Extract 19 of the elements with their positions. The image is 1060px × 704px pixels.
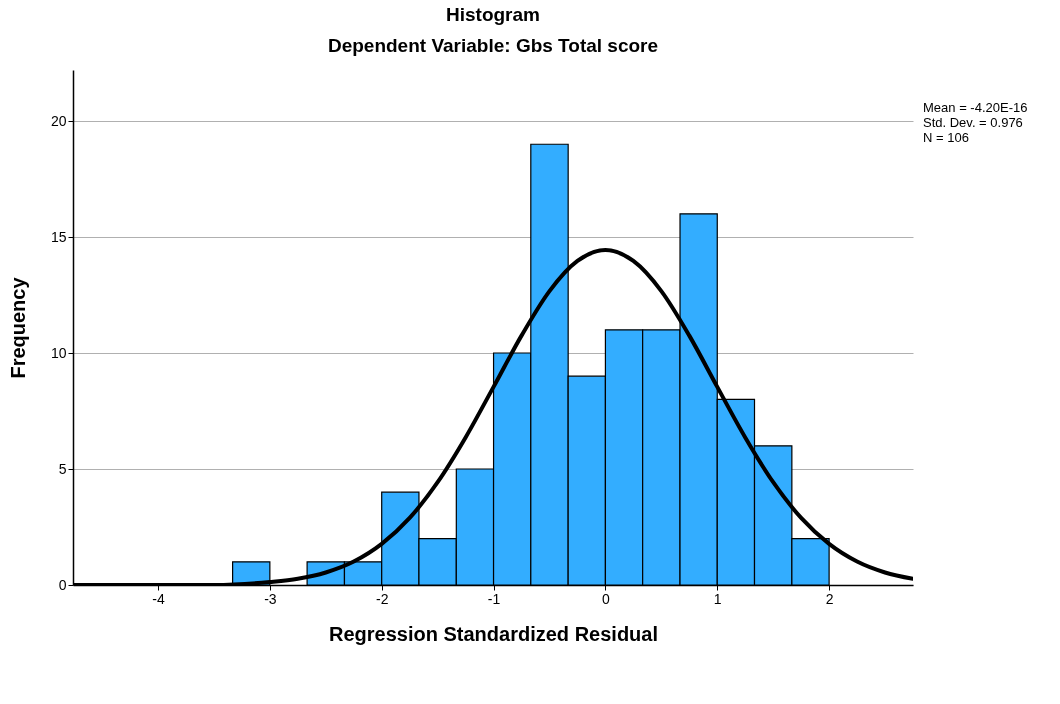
y-tick-label: 15 (50, 228, 67, 245)
x-tick-label: -3 (264, 590, 277, 607)
y-tick-label: 10 (50, 344, 67, 361)
x-tick-label: 2 (825, 590, 834, 607)
x-tick-label: -4 (152, 590, 165, 607)
x-tick-label: 1 (713, 590, 722, 607)
y-tick-label: 5 (58, 460, 67, 477)
x-tick-label: -1 (487, 590, 501, 607)
x-tick-label: -2 (375, 590, 389, 607)
text: N = 106 (923, 130, 969, 145)
y-axis-title: Frequency (6, 276, 29, 379)
y-tick-label: 20 (50, 112, 67, 129)
x-tick-label: 0 (602, 590, 611, 607)
x-axis-title: Regression Standardized Residual (329, 622, 658, 645)
text: Std. Dev. = 0.976 (923, 115, 1023, 130)
chart-subtitle: Dependent Variable: Gbs Total score (327, 35, 659, 56)
chart-title: Histogram (446, 4, 540, 25)
text: Mean = -4.20E-16 (923, 100, 1028, 115)
y-tick-label: 0 (58, 576, 67, 593)
